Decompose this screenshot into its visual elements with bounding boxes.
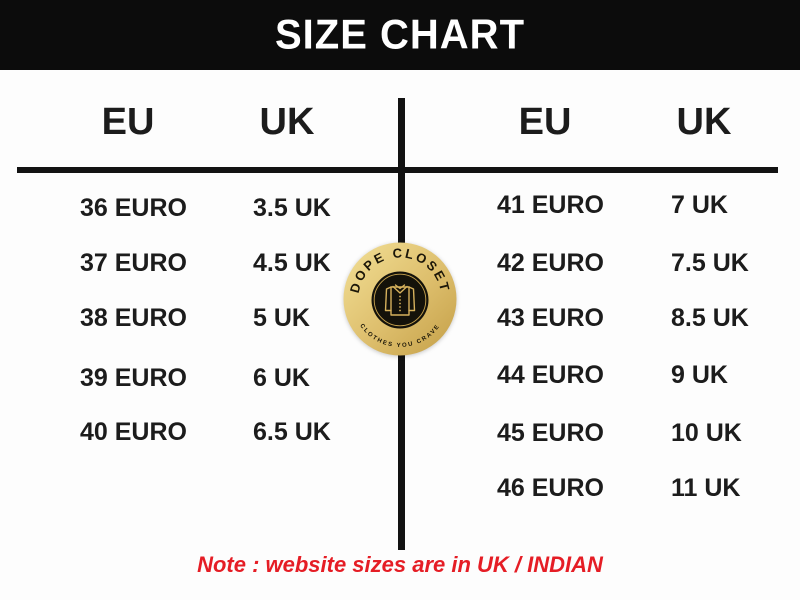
- table-row: 44 EURO 9 UK: [0, 361, 800, 389]
- uk-size: 7 UK: [671, 191, 728, 219]
- shirt-icon: [384, 284, 416, 316]
- eu-size: 46 EURO: [497, 474, 604, 502]
- eu-size: 45 EURO: [497, 419, 604, 447]
- uk-size: 10 UK: [671, 419, 742, 447]
- uk-size: 6 UK: [253, 364, 310, 392]
- horizontal-divider: [17, 167, 778, 173]
- right-table-eu-header: EU: [518, 101, 572, 143]
- eu-size: 44 EURO: [497, 361, 604, 389]
- eu-size: 40 EURO: [80, 418, 187, 446]
- table-row: 41 EURO 7 UK: [0, 191, 800, 219]
- uk-size: 4.5 UK: [253, 249, 331, 277]
- table-row: 40 EURO 6.5 UK: [0, 418, 800, 446]
- uk-size: 7.5 UK: [671, 249, 749, 277]
- left-table-eu-header: EU: [101, 101, 155, 143]
- uk-size: 9 UK: [671, 361, 728, 389]
- table-row: 37 EURO 4.5 UK: [0, 249, 800, 277]
- table-row: 39 EURO 6 UK: [0, 364, 800, 392]
- dope-closet-logo: DOPE CLOSET CLOTHES YOU CRAVE: [343, 242, 457, 356]
- eu-size: 39 EURO: [80, 364, 187, 392]
- eu-size: 41 EURO: [497, 191, 604, 219]
- page-title: SIZE CHART: [275, 11, 525, 58]
- header-bar: SIZE CHART: [0, 0, 800, 70]
- eu-size: 38 EURO: [80, 304, 187, 332]
- table-row: 42 EURO 7.5 UK: [0, 249, 800, 277]
- uk-size: 8.5 UK: [671, 304, 749, 332]
- logo-inner-ring: [373, 273, 427, 327]
- right-table-uk-header: UK: [676, 101, 732, 143]
- shirt-buttons: [399, 295, 401, 312]
- eu-size: 42 EURO: [497, 249, 604, 277]
- eu-size: 36 EURO: [80, 194, 187, 222]
- note-text: Note : website sizes are in UK / INDIAN: [197, 552, 603, 577]
- left-table-uk-header: UK: [259, 101, 315, 143]
- table-row: 43 EURO 8.5 UK: [0, 304, 800, 332]
- table-row: 38 EURO 5 UK: [0, 304, 800, 332]
- table-row: 46 EURO 11 UK: [0, 474, 800, 502]
- eu-size: 37 EURO: [80, 249, 187, 277]
- uk-size: 11 UK: [671, 474, 741, 502]
- table-row: 45 EURO 10 UK: [0, 419, 800, 447]
- uk-size: 6.5 UK: [253, 418, 331, 446]
- uk-size: 5 UK: [253, 304, 310, 332]
- table-row: 36 EURO 3.5 UK: [0, 194, 800, 222]
- eu-size: 43 EURO: [497, 304, 604, 332]
- uk-size: 3.5 UK: [253, 194, 331, 222]
